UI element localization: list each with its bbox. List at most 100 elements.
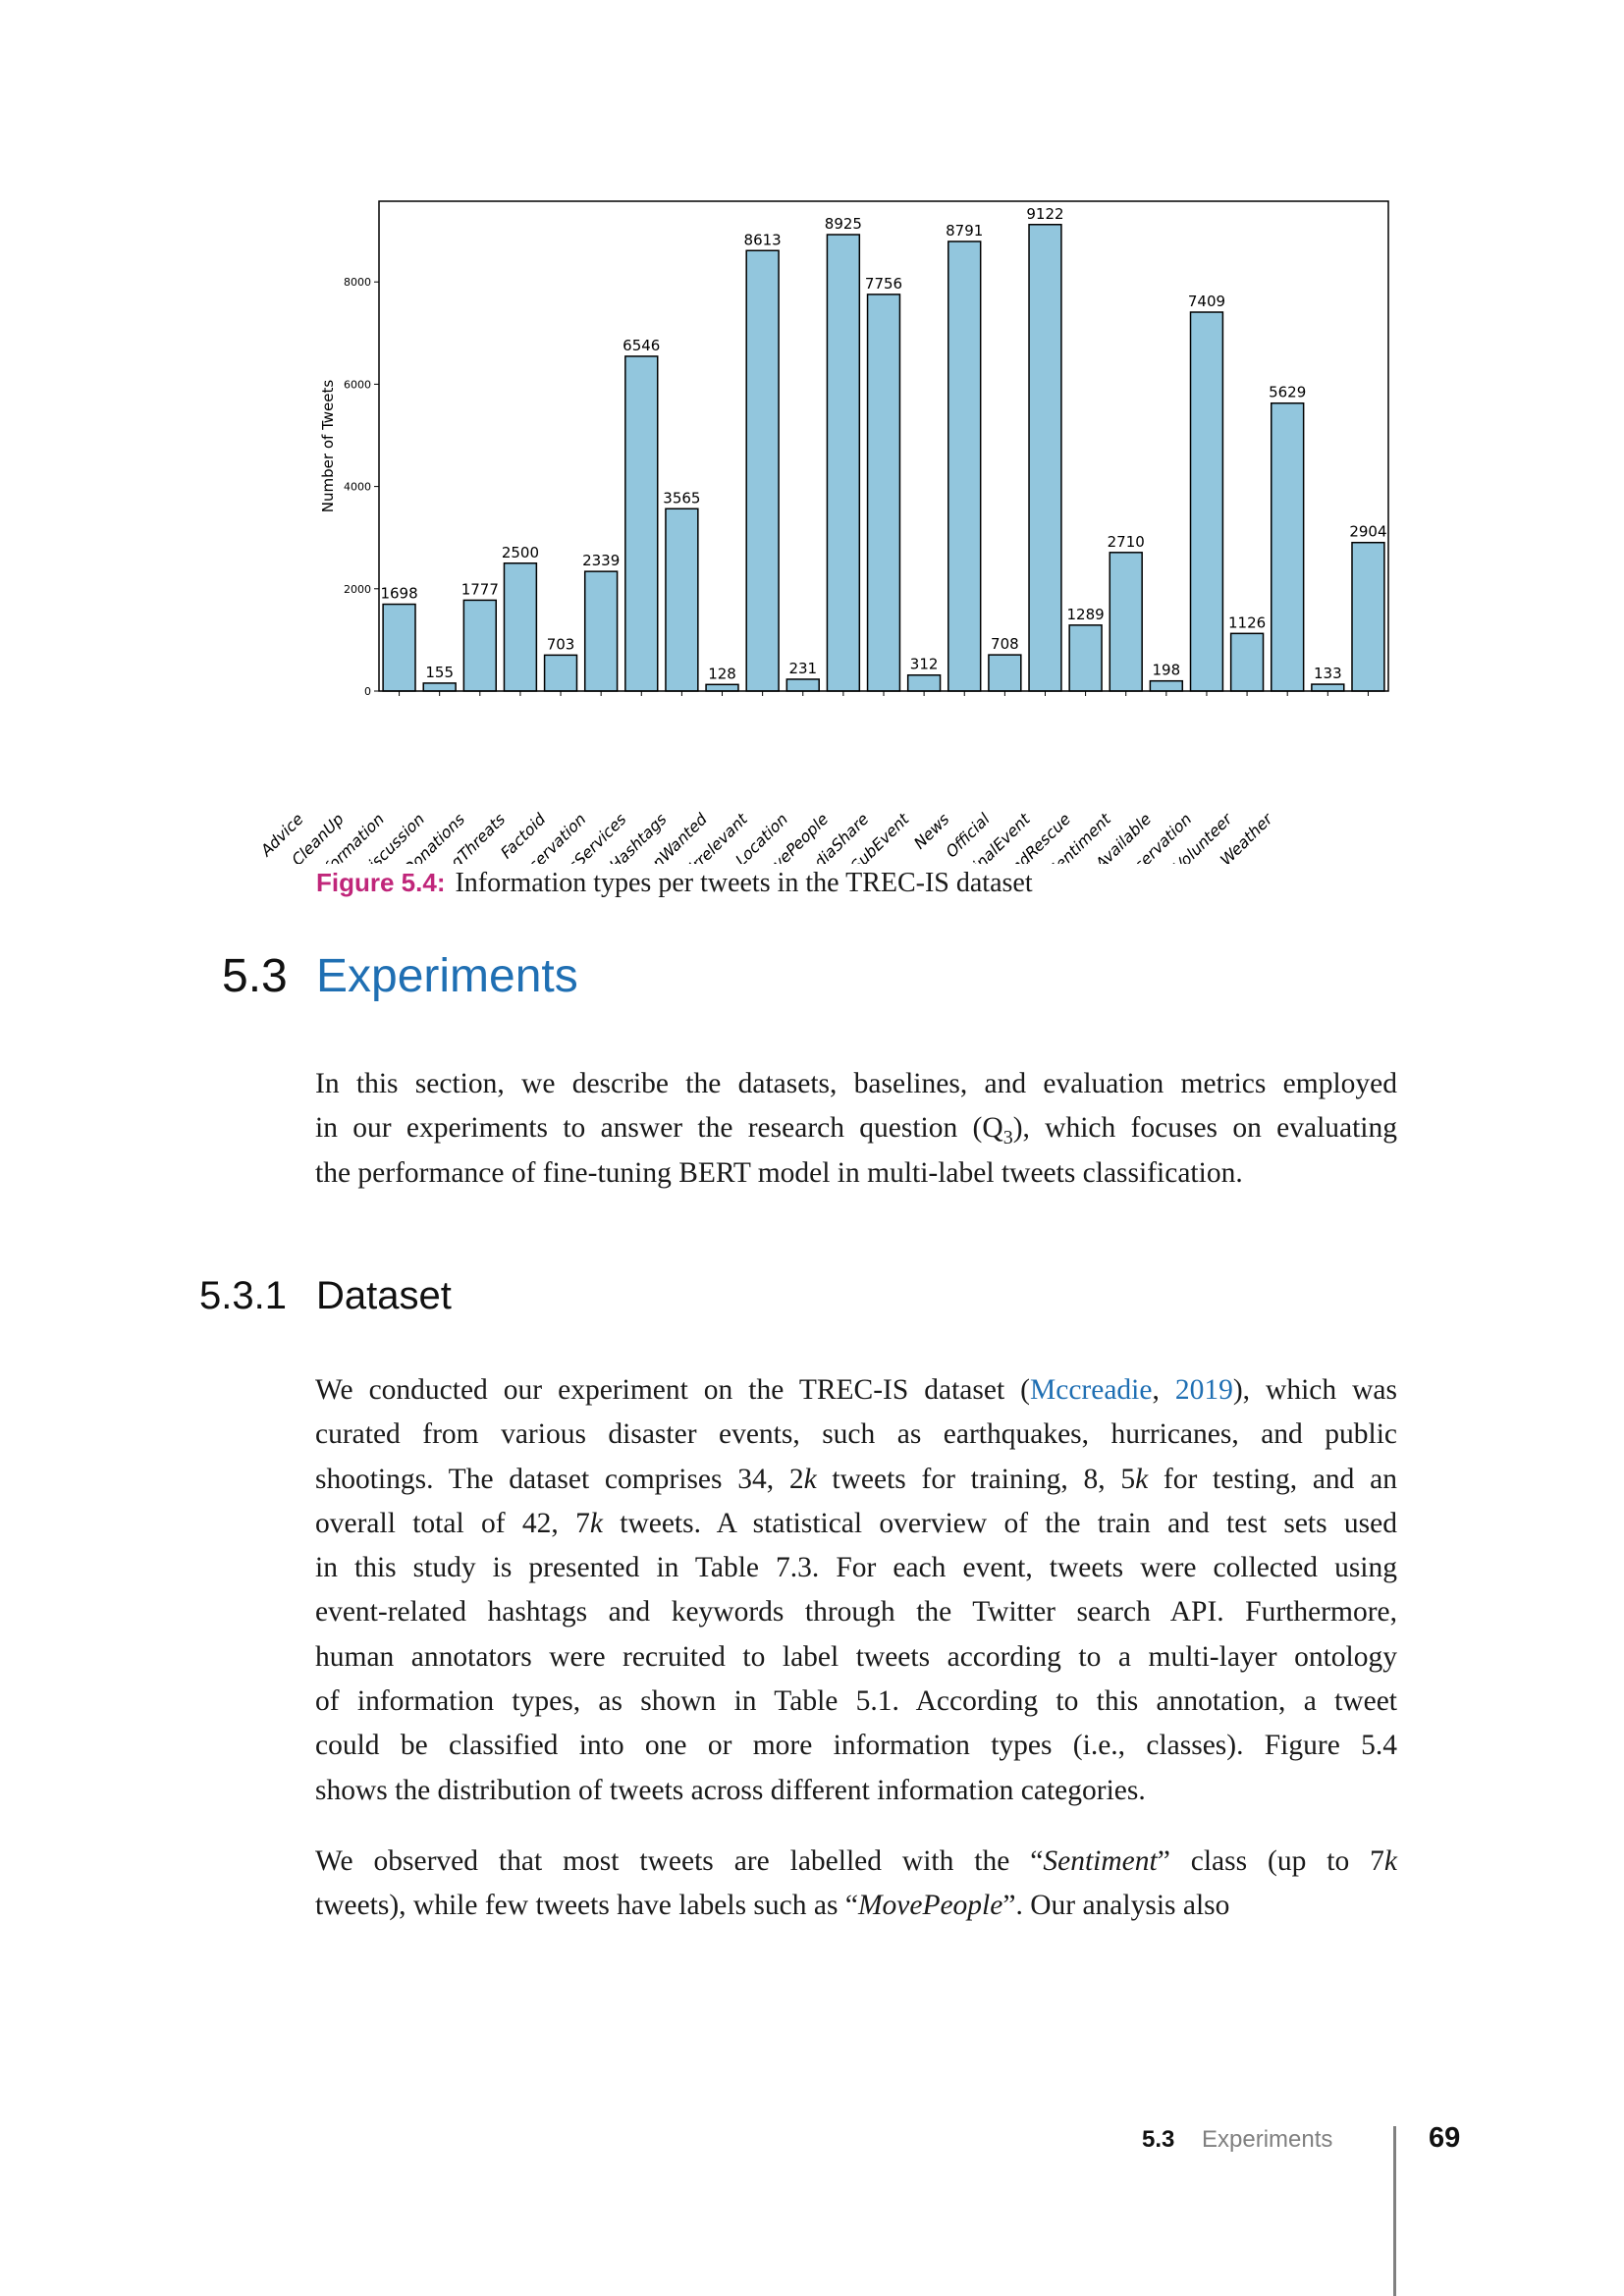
bar-value-label: 8791 — [946, 222, 983, 240]
bar-value-label: 155 — [425, 664, 454, 681]
paragraph-intro: In this section, we describe the dataset… — [315, 1062, 1397, 1196]
text-segment: overall total of 42, 7 — [315, 1507, 590, 1539]
bar — [665, 507, 699, 692]
text-segment: ” class (up to 7 — [1157, 1845, 1384, 1877]
bar — [422, 682, 457, 692]
y-tick-label: 4000 — [344, 481, 371, 494]
bar — [826, 234, 861, 692]
bar — [745, 249, 780, 692]
math-symbol: k — [1135, 1463, 1149, 1495]
bar-value-label: 7409 — [1188, 293, 1225, 310]
text-line: in our experiments to answer the researc… — [315, 1106, 1397, 1150]
bar — [1271, 401, 1305, 692]
bar-value-label: 8613 — [744, 231, 782, 248]
text-segment: in our experiments to answer the researc… — [315, 1112, 1003, 1145]
bar-value-label: 231 — [788, 660, 817, 677]
y-axis-label: Number of Tweets — [319, 380, 337, 513]
citation-link[interactable]: 2019 — [1174, 1374, 1233, 1406]
math-symbol: k — [1383, 1845, 1397, 1877]
y-tick-label: 0 — [364, 685, 371, 698]
bar-value-label: 198 — [1153, 662, 1181, 679]
bar-value-label: 312 — [910, 656, 939, 673]
bar-value-label: 1777 — [461, 580, 499, 598]
subsection-number: 5.3.1 — [199, 1274, 287, 1317]
bar — [705, 683, 739, 692]
text-segment: in this study is presented in Table 7.3.… — [315, 1552, 1397, 1584]
text-line: We observed that most tweets are labelle… — [315, 1840, 1397, 1884]
text-line: We conducted our experiment on the TREC-… — [315, 1368, 1397, 1413]
bar — [1351, 541, 1385, 692]
text-line: of information types, as shown in Table … — [315, 1680, 1397, 1724]
italic-term: MovePeople — [857, 1890, 1003, 1922]
bar — [1189, 311, 1224, 692]
text-segment: the performance of fine-tuning BERT mode… — [315, 1156, 1243, 1189]
bar — [624, 355, 659, 692]
bar — [1229, 632, 1265, 692]
footer-divider — [1393, 2126, 1396, 2296]
bar-value-label: 2500 — [502, 544, 539, 561]
bar-value-label: 6546 — [623, 337, 660, 354]
text-segment: , — [1152, 1374, 1175, 1406]
text-segment: We observed that most tweets are labelle… — [315, 1845, 1044, 1877]
bar — [1028, 224, 1062, 692]
text-segment: ”. Our analysis also — [1002, 1890, 1230, 1922]
text-line: human annotators were recruited to label… — [315, 1635, 1397, 1680]
text-line: In this section, we describe the dataset… — [315, 1062, 1397, 1106]
text-segment: curated from various disaster events, su… — [315, 1418, 1397, 1451]
bar — [906, 673, 942, 692]
bar-value-label: 2339 — [582, 552, 620, 569]
section-number: 5.3 — [222, 950, 288, 1002]
bar-value-label: 3565 — [663, 489, 700, 507]
bar-value-label: 1698 — [380, 585, 417, 603]
footer-section-title: Experiments — [1202, 2126, 1333, 2153]
text-segment: ), which focuses on evaluating — [1012, 1112, 1397, 1145]
y-tick-label: 6000 — [344, 378, 371, 391]
math-symbol: k — [803, 1463, 817, 1495]
text-segment: tweets for training, 8, 5 — [816, 1463, 1136, 1495]
text-segment: tweets. A statistical overview of the tr… — [602, 1507, 1397, 1539]
text-segment: In this section, we describe the dataset… — [315, 1068, 1397, 1099]
math-symbol: k — [589, 1507, 603, 1539]
bar-value-label: 2710 — [1108, 533, 1145, 551]
figure-label: Figure 5.4: — [316, 868, 446, 897]
bar-value-label: 703 — [547, 635, 575, 653]
bar-value-label: 1126 — [1228, 614, 1266, 631]
text-line: curated from various disaster events, su… — [315, 1413, 1397, 1457]
y-tick-label: 2000 — [344, 583, 371, 596]
bar — [503, 562, 538, 692]
page-number: 69 — [1429, 2122, 1461, 2154]
bar-value-label: 7756 — [865, 275, 902, 293]
subsection-title: Dataset — [316, 1274, 452, 1317]
bar-value-label: 708 — [991, 635, 1019, 653]
text-segment: shootings. The dataset comprises 34, 2 — [315, 1463, 804, 1495]
y-tick-label: 8000 — [344, 276, 371, 289]
figure-caption: Figure 5.4: Information types per tweets … — [316, 868, 1033, 899]
bar-value-label: 2904 — [1349, 523, 1386, 541]
bar — [1149, 679, 1184, 692]
bar-value-label: 8925 — [825, 215, 862, 233]
plot-frame — [378, 200, 1389, 692]
bar-chart: 1698Advice155CleanUp1777ContextualInform… — [251, 200, 1389, 864]
text-segment: We conducted our experiment on the TREC-… — [315, 1374, 1030, 1406]
text-segment: of information types, as shown in Table … — [315, 1685, 1397, 1718]
bar-value-label: 133 — [1314, 665, 1342, 682]
bar — [382, 603, 416, 692]
paragraph-dataset: We conducted our experiment on the TREC-… — [315, 1368, 1397, 1813]
text-line: shows the distribution of tweets across … — [315, 1769, 1397, 1813]
text-line: the performance of fine-tuning BERT mode… — [315, 1151, 1397, 1196]
bar — [583, 570, 619, 692]
figure-caption-text: Information types per tweets in the TREC… — [455, 868, 1033, 898]
bar-value-label: 5629 — [1269, 384, 1306, 401]
citation-link[interactable]: Mccreadie — [1030, 1374, 1153, 1406]
text-line: could be classified into one or more inf… — [315, 1724, 1397, 1768]
text-line: in this study is presented in Table 7.3.… — [315, 1546, 1397, 1590]
text-segment: for testing, and an — [1148, 1463, 1397, 1495]
bar — [1109, 552, 1143, 692]
italic-term: Sentiment — [1043, 1845, 1158, 1877]
bar — [866, 294, 901, 692]
bar-value-label: 1289 — [1067, 606, 1105, 623]
bar — [988, 654, 1022, 692]
section-title: Experiments — [316, 950, 578, 1002]
paragraph-observation: We observed that most tweets are labelle… — [315, 1840, 1397, 1929]
text-line: tweets), while few tweets have labels su… — [315, 1884, 1397, 1928]
